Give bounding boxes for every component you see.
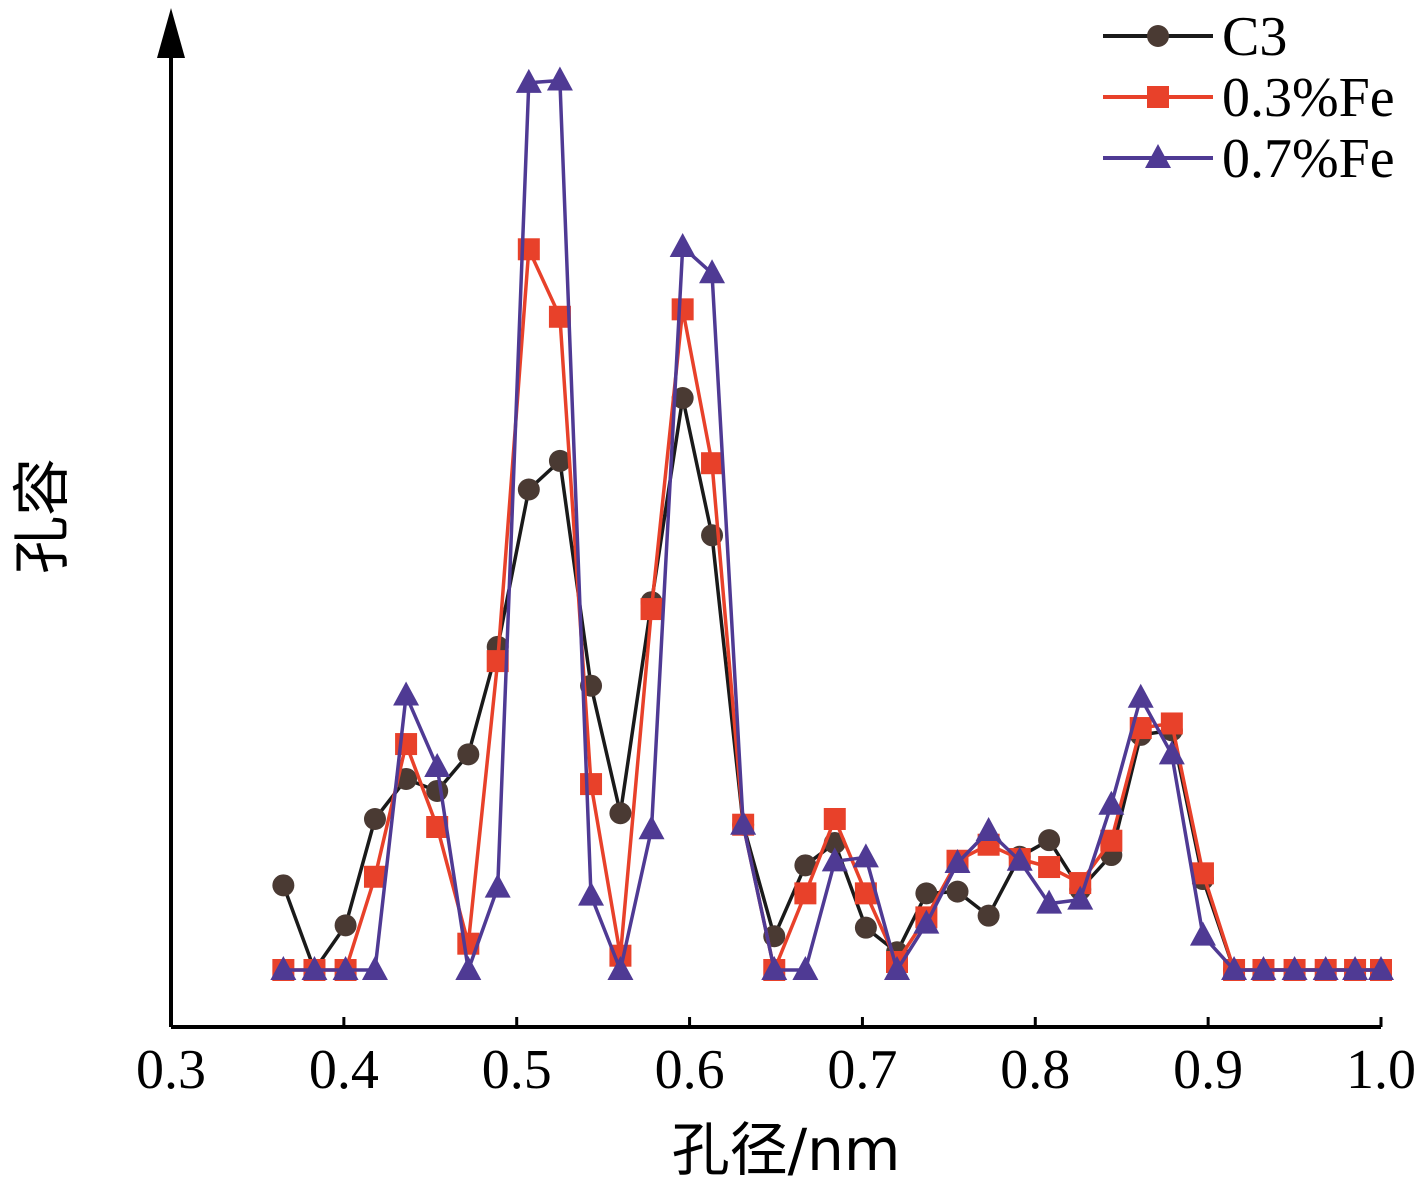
axes (157, 8, 1381, 1029)
legend-marker (1147, 86, 1169, 108)
data-point (671, 387, 694, 409)
data-point (486, 650, 509, 673)
data-point (671, 298, 694, 321)
legend-label: 0.3%Fe (1222, 67, 1395, 129)
data-point (1036, 889, 1063, 914)
x-axis-ticks: 0.3 0.4 0.5 0.6 0.7 0.8 0.9 1.0 (136, 1017, 1416, 1101)
data-point (270, 956, 297, 980)
data-point (946, 880, 969, 903)
data-point (915, 882, 938, 905)
legend-entry: 0.3%Fe (1103, 67, 1395, 129)
data-point (1158, 740, 1185, 765)
data-point (852, 843, 879, 868)
data-point (701, 452, 724, 475)
data-point (515, 68, 542, 93)
data-point (1127, 683, 1154, 708)
data-point (1038, 829, 1061, 852)
data-point (794, 882, 817, 905)
data-point (363, 865, 386, 888)
data-point (1038, 856, 1061, 879)
data-point (730, 810, 757, 835)
data-point (1368, 956, 1394, 980)
data-point (484, 873, 511, 898)
x-tick-label: 0.6 (655, 1039, 725, 1101)
legend-label: C3 (1222, 6, 1287, 68)
data-point (1100, 829, 1123, 852)
legend: C30.3%Fe0.7%Fe (1103, 6, 1395, 190)
data-point (609, 802, 632, 825)
data-point (1006, 846, 1033, 871)
data-point (363, 807, 386, 830)
data-point (578, 881, 605, 906)
data-point (361, 956, 388, 980)
data-point (640, 598, 663, 621)
data-point (1067, 885, 1094, 910)
data-point (332, 956, 359, 980)
data-point (884, 956, 910, 980)
data-point (1312, 956, 1339, 980)
data-point (638, 815, 665, 840)
data-point (761, 956, 788, 980)
x-tick-label: 0.3 (136, 1039, 206, 1101)
data-point (977, 904, 1000, 927)
data-point (548, 449, 571, 472)
data-point (821, 847, 848, 872)
series-layer (270, 66, 1394, 981)
data-point (301, 956, 328, 980)
legend-marker (1147, 25, 1169, 47)
legend-label: 0.7%Fe (1222, 128, 1395, 190)
series-3 (270, 66, 1394, 980)
data-point (1281, 956, 1308, 980)
x-tick-label: 0.7 (827, 1039, 897, 1101)
legend-entry: C3 (1103, 6, 1287, 68)
data-point (854, 916, 877, 939)
data-point (669, 232, 696, 257)
x-tick-label: 0.9 (1173, 1039, 1243, 1101)
data-point (1221, 956, 1248, 980)
data-point (792, 956, 819, 980)
data-point (607, 956, 634, 980)
data-point (580, 773, 603, 796)
legend-marker (1145, 144, 1171, 168)
data-point (426, 816, 449, 838)
data-point (548, 305, 571, 328)
data-point (546, 66, 573, 91)
data-point (1250, 956, 1277, 980)
data-point (1342, 956, 1369, 980)
data-point (944, 849, 971, 874)
x-axis-label: 孔径/nm (672, 1116, 901, 1181)
data-point (1160, 712, 1183, 735)
data-point (334, 914, 357, 937)
data-point (393, 681, 420, 706)
data-point (457, 743, 480, 766)
data-point (1098, 790, 1125, 815)
legend-entry: 0.7%Fe (1103, 128, 1395, 190)
data-point (1189, 921, 1216, 946)
x-tick-label: 0.5 (482, 1039, 552, 1101)
data-point (823, 807, 846, 830)
y-axis-label: 孔容 (8, 458, 76, 574)
data-point (699, 259, 726, 284)
y-axis-arrow (157, 8, 185, 58)
data-point (455, 956, 482, 980)
data-point (854, 882, 877, 905)
data-point (426, 779, 449, 802)
series-line (281, 396, 1381, 972)
data-point (424, 752, 451, 777)
series-1 (272, 387, 1392, 981)
x-tick-label: 0.8 (1000, 1039, 1070, 1101)
data-point (1191, 862, 1214, 885)
x-tick-label: 0.4 (309, 1039, 379, 1101)
data-point (517, 478, 540, 501)
x-tick-label: 1.0 (1346, 1039, 1416, 1101)
data-point (272, 874, 295, 897)
data-point (975, 817, 1002, 842)
data-point (794, 854, 817, 877)
data-point (913, 909, 940, 934)
